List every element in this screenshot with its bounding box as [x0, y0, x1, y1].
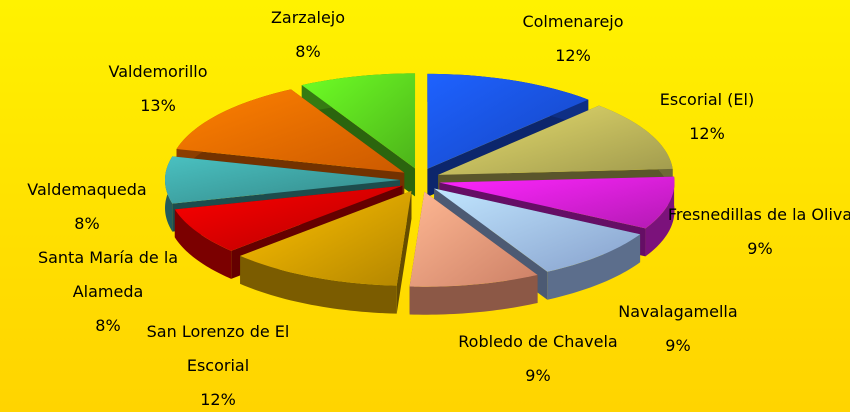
category-label: Valdemaqueda [27, 180, 147, 199]
slice-top [438, 105, 673, 175]
slice-top [165, 156, 400, 204]
slice-top [301, 73, 416, 169]
category-label: Fresnedillas de la Oliva [667, 205, 850, 224]
slice-label: San Lorenzo de El Escorial 12% [123, 315, 313, 412]
slice-label: Fresnedillas de la Oliva 9% [665, 198, 850, 266]
pie-slice [409, 191, 538, 315]
slice-label: Valdemorillo 13% [73, 55, 243, 123]
slice-top [434, 188, 641, 272]
slice-label: Santa María de la Alameda 8% [6, 241, 211, 343]
value-label: 8% [295, 42, 321, 61]
slice-label: Robledo de Chavela 9% [428, 325, 648, 393]
slice-label: Colmenarejo 12% [498, 5, 648, 73]
category-label: Escorial (El) [659, 90, 755, 109]
slice-side [409, 274, 538, 315]
value-label: 13% [140, 96, 176, 115]
category-label: Santa María de la Alameda [37, 248, 179, 301]
value-label: 12% [200, 390, 236, 409]
value-label: 8% [74, 214, 100, 233]
value-label: 8% [95, 316, 121, 335]
slice-label: Zarzalejo 8% [233, 1, 383, 69]
value-label: 12% [689, 124, 725, 143]
pie-slice [240, 190, 412, 314]
slice-top [174, 185, 403, 251]
value-label: 9% [665, 336, 691, 355]
slice-side [174, 209, 232, 279]
slice-top [176, 89, 405, 173]
slice-top [409, 191, 538, 287]
slice-side [645, 176, 675, 257]
slice-label: Escorial (El) 12% [632, 83, 782, 151]
slice-top [240, 190, 412, 286]
category-label: Valdemorillo [108, 62, 208, 81]
slice-label: Navalagamella 9% [593, 295, 763, 363]
category-label: San Lorenzo de El Escorial [146, 322, 290, 375]
category-label: Zarzalejo [270, 8, 346, 27]
slice-wall [396, 190, 412, 314]
slice-top [427, 73, 589, 169]
category-label: Colmenarejo [522, 12, 624, 31]
value-label: 12% [555, 46, 591, 65]
slice-label: Valdemaqueda 8% [2, 173, 172, 241]
category-label: Robledo de Chavela [458, 332, 618, 351]
value-label: 9% [525, 366, 551, 385]
slice-side [547, 234, 641, 300]
slice-side [240, 255, 397, 314]
value-label: 9% [747, 239, 773, 258]
slice-top [439, 176, 675, 229]
category-label: Navalagamella [618, 302, 738, 321]
